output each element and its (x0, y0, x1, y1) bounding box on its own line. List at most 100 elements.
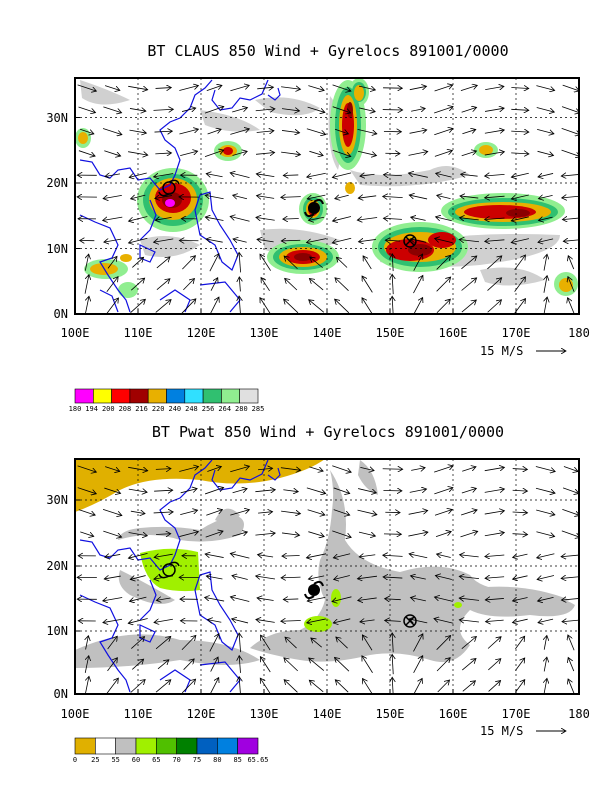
wind-vector (311, 638, 322, 648)
wind-vector (232, 151, 247, 156)
wind-vector (129, 216, 148, 221)
wind-vector (409, 554, 428, 559)
wind-vector (130, 299, 146, 313)
wind-vector (130, 511, 145, 513)
wind-vector (84, 676, 89, 694)
wind-vector (408, 173, 428, 178)
wind-vector (461, 151, 477, 157)
wind-vector (283, 599, 299, 600)
wind-vector (561, 577, 579, 579)
wind-vector (359, 107, 375, 112)
wind-vector (511, 172, 529, 177)
wind-vector (232, 108, 247, 113)
wind-vector (359, 239, 376, 241)
wind-vector (488, 659, 501, 671)
x-tick-label: 100E (61, 707, 90, 721)
reference-vector-label: 15 M/S (480, 724, 523, 738)
wind-vector (436, 255, 451, 270)
wind-vector (362, 656, 373, 673)
wind-vector (360, 174, 375, 176)
wind-vector (306, 238, 327, 243)
wind-vector (255, 109, 275, 111)
wind-vector (281, 130, 300, 132)
wind-vector (409, 86, 427, 89)
wind-vector (306, 128, 326, 135)
wind-vector (80, 531, 93, 537)
wind-vector (434, 85, 453, 92)
wind-vector (568, 679, 575, 694)
wind-vector (309, 300, 325, 313)
wind-vector (131, 195, 146, 199)
wind-vector (103, 598, 123, 601)
colorbar-label: 60 (132, 756, 140, 764)
wind-vector (461, 256, 476, 270)
wind-vector (156, 257, 170, 269)
wind-vector (484, 152, 505, 155)
wind-vector (514, 255, 526, 270)
colorbar-swatch (221, 388, 240, 404)
colorbar-swatch (237, 737, 259, 755)
wind-vector (128, 553, 148, 558)
wind-vector (181, 635, 196, 651)
reference-vector: 15 M/S (480, 724, 566, 738)
wind-vector (239, 277, 240, 292)
wind-vector (363, 256, 372, 270)
wind-vector (261, 278, 270, 292)
wind-vector (85, 254, 88, 271)
wind-vector (335, 657, 350, 672)
wind-vector (408, 510, 428, 515)
wind-vector (485, 240, 505, 242)
wind-vector (239, 677, 240, 694)
x-tick-label: 170E (502, 707, 531, 721)
wind-vector (392, 274, 393, 295)
wind-vector (257, 598, 274, 601)
wind-vector (258, 468, 273, 469)
wind-vector (206, 174, 223, 177)
wind-vector (230, 466, 249, 473)
wind-vector (460, 555, 479, 557)
wind-vector (180, 510, 197, 516)
wind-vector (107, 636, 118, 650)
y-tick-label: 30N (46, 493, 68, 507)
wind-vector (205, 217, 224, 220)
wind-vector (511, 153, 529, 154)
x-tick-labels: 100E 110E 120E 130E 140E 150E 160E 170E … (61, 707, 590, 721)
wind-vector (358, 488, 376, 493)
wind-vector (513, 554, 528, 557)
colorbar-swatch (111, 388, 131, 404)
wind-vector (154, 174, 174, 177)
wind-vector (281, 533, 300, 535)
wind-vector (562, 218, 579, 220)
wind-vector (410, 239, 427, 242)
wind-vector (104, 150, 120, 156)
wind-vector (129, 108, 146, 111)
wind-vector (561, 106, 579, 113)
wind-vector (205, 195, 224, 200)
wind-vector (544, 297, 547, 314)
wind-vector (210, 657, 218, 672)
wind-vector (257, 196, 275, 199)
colorbar-label: 220 (152, 405, 165, 413)
wind-vector (102, 128, 122, 135)
y-tick-label: 0N (54, 307, 68, 321)
wind-vector (333, 216, 352, 222)
wind-vector (103, 217, 123, 220)
wind-vector (155, 680, 171, 693)
wind-vector (283, 490, 298, 492)
wind-vector (335, 299, 350, 314)
wind-vector (309, 150, 323, 155)
wind-vector (385, 620, 401, 621)
colorbar-swatch (95, 737, 116, 755)
wind-vector (461, 107, 477, 113)
wind-vector (209, 678, 219, 694)
x-tick-label: 120E (187, 326, 216, 340)
wind-vector (256, 576, 276, 579)
wind-vector (282, 555, 300, 556)
wind-vector (544, 678, 547, 694)
colorbar-swatch (135, 737, 157, 755)
wind-vector (86, 636, 89, 650)
wind-vector (77, 465, 97, 472)
wind-vector (538, 195, 553, 198)
x-tick-label: 150E (376, 707, 405, 721)
wind-vector (180, 489, 197, 494)
